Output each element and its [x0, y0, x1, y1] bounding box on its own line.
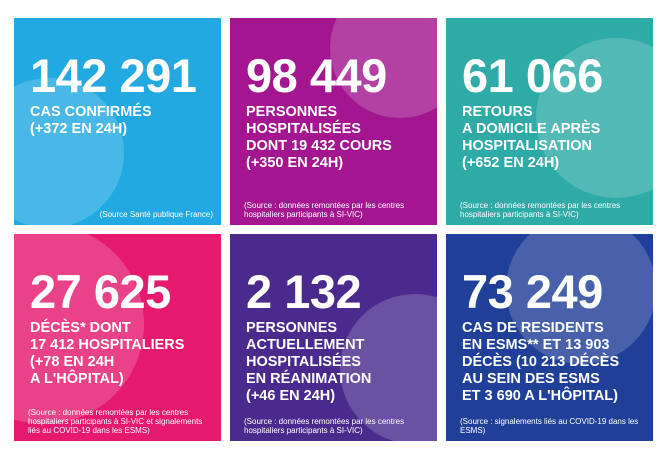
- description-line: RETOURS: [462, 104, 533, 120]
- description-line: AU SEIN DES ESMS: [462, 371, 600, 387]
- source-note: (Source : signalements liés au COVID-19 …: [460, 417, 639, 435]
- description-line: DÉCÈS (10 213 DÉCÈS: [462, 354, 620, 370]
- stat-tile: 2 132 PERSONNES ACTUELLEMENT HOSPITALISÉES E…: [230, 234, 437, 441]
- description-line: DONT 19 432 COURS: [246, 138, 392, 154]
- stat-number: 73 249: [462, 265, 603, 318]
- description-line: (+350 EN 24H): [246, 155, 344, 171]
- source-note: (Source Santé publique France): [99, 210, 213, 219]
- description-line: ET 3 690 A L'HÔPITAL): [462, 388, 618, 404]
- description-line: EN RÉANIMATION: [246, 371, 372, 387]
- stat-description: RETOURS A DOMICILE APRÈS HOSPITALISATION (+…: [462, 104, 600, 172]
- description-line: PERSONNES: [246, 320, 338, 336]
- description-line: A L'HÔPITAL): [30, 371, 124, 387]
- description-line: CAS CONFIRMÉS: [30, 104, 152, 120]
- description-line: (+78 EN 24H: [30, 354, 115, 370]
- stat-tile: 142 291 CAS CONFIRMÉS (+372 EN 24H) (Source…: [14, 18, 221, 225]
- description-line: ACTUELLEMENT: [246, 337, 365, 353]
- stat-number: 142 291: [30, 49, 197, 102]
- description-line: 17 412 HOSPITALIERS: [30, 337, 185, 353]
- stat-description: DÉCÈS* DONT 17 412 HOSPITALIERS (+78 EN 24…: [30, 320, 184, 388]
- description-line: (+46 EN 24H): [246, 388, 336, 404]
- stat-number: 27 625: [30, 265, 171, 318]
- tile-grid: 142 291 CAS CONFIRMÉS (+372 EN 24H) (Source…: [14, 18, 654, 442]
- stat-number: 61 066: [462, 49, 603, 102]
- stat-tile: 73 249 CAS DE RESIDENTS EN ESMS** ET 13 90…: [446, 234, 653, 441]
- source-note: (Source : données remontées par les cent…: [244, 417, 405, 435]
- stat-tile: 27 625 DÉCÈS* DONT 17 412 HOSPITALIERS (+78…: [14, 234, 221, 441]
- stat-number: 2 132: [246, 265, 362, 318]
- stat-description: PERSONNES ACTUELLEMENT HOSPITALISÉES EN RÉA…: [246, 320, 371, 405]
- stat-description: CAS DE RESIDENTS EN ESMS** ET 13 903 DÉCÈS…: [462, 320, 619, 405]
- description-line: HOSPITALISÉES: [246, 121, 361, 137]
- stat-tile: 61 066 RETOURS A DOMICILE APRÈS HOSPITALISA…: [446, 18, 653, 225]
- decoration: [506, 234, 653, 364]
- description-line: HOSPITALISÉES: [246, 354, 361, 370]
- stat-description: CAS CONFIRMÉS (+372 EN 24H): [30, 104, 152, 138]
- description-line: DÉCÈS* DONT: [30, 320, 131, 336]
- description-line: PERSONNES: [246, 104, 338, 120]
- description-line: HOSPITALISATION: [462, 138, 592, 154]
- description-line: (+652 EN 24H): [462, 155, 560, 171]
- decoration: [536, 38, 653, 198]
- description-line: (+372 EN 24H): [30, 121, 128, 137]
- source-note: (Source : données remontées par les cent…: [28, 408, 203, 435]
- description-line: EN ESMS** ET 13 903: [462, 337, 610, 353]
- stat-tile: 98 449 PERSONNES HOSPITALISÉES DONT 19 432 …: [230, 18, 437, 225]
- stat-description: PERSONNES HOSPITALISÉES DONT 19 432 COURS(…: [246, 104, 392, 172]
- description-line: A DOMICILE APRÈS: [462, 121, 601, 137]
- stat-number: 98 449: [246, 49, 387, 102]
- description-line: CAS DE RESIDENTS: [462, 320, 604, 336]
- source-note: (Source : données remontées par les cent…: [244, 201, 405, 219]
- source-note: (Source : données remontées par les cent…: [460, 201, 621, 219]
